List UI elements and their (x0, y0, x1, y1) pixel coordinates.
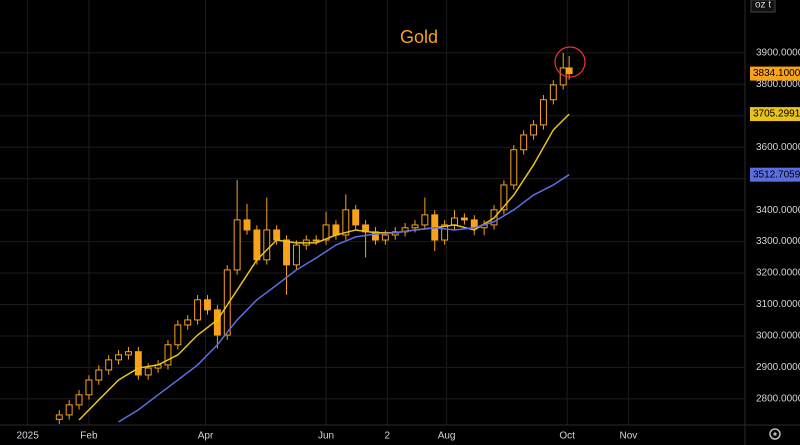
unit-label: oz t (755, 0, 771, 11)
x-tick-label: Nov (620, 431, 638, 442)
candle-body (134, 351, 142, 376)
candle-body (332, 224, 340, 236)
candle-body (411, 224, 419, 229)
x-tick-label: Apr (198, 431, 214, 442)
candle-body (75, 394, 83, 406)
moving-average (78, 113, 570, 421)
candle-body (342, 209, 350, 236)
price-tag (750, 167, 800, 182)
y-tick-label: 2800.0000 (756, 394, 800, 405)
y-tick-label: 3300.0000 (756, 236, 800, 247)
price-tag-label: 3834.1000 (753, 68, 800, 79)
candle-body (105, 359, 113, 371)
candle-body (510, 149, 518, 186)
candle-body (421, 214, 429, 226)
candle-body (539, 99, 547, 126)
y-tick-label: 3100.0000 (756, 299, 800, 310)
moving-average (118, 174, 570, 423)
unit-box (750, 0, 776, 13)
candle-body (124, 351, 132, 356)
candle-body (174, 324, 182, 346)
candle-body (565, 67, 573, 75)
settings-icon[interactable] (769, 428, 781, 440)
y-tick-label: 3800.0000 (756, 79, 800, 90)
candle-body (95, 369, 103, 381)
candle-body (530, 124, 538, 136)
y-tick-label: 3200.0000 (756, 268, 800, 279)
gear-center[interactable] (773, 432, 777, 436)
candle-body (372, 231, 379, 241)
x-tick-label: Feb (80, 431, 98, 442)
candle-body (292, 244, 300, 266)
candle-body (441, 224, 449, 241)
candle-body (451, 217, 458, 226)
candle-body (243, 219, 251, 231)
chart-title: Gold (400, 27, 438, 47)
candle-body (55, 414, 63, 420)
candle-body (352, 209, 360, 226)
grid (0, 0, 745, 425)
candle-body (233, 219, 241, 271)
candle-body (381, 234, 389, 241)
price-tag (750, 107, 800, 122)
candle-body (144, 367, 152, 376)
candle-body (194, 299, 202, 321)
price-tag (750, 66, 800, 81)
price-tag-label: 3512.7059 (753, 169, 800, 180)
candle-body (273, 229, 281, 241)
candle-body (115, 354, 123, 361)
y-tick-label: 3900.0000 (756, 47, 800, 58)
y-tick-label: 3400.0000 (756, 205, 800, 216)
highlight-circle (554, 46, 586, 78)
candle-body (520, 134, 528, 151)
x-tick-label: 2 (385, 431, 391, 442)
y-tick-label: 2900.0000 (756, 362, 800, 373)
x-tick-label: Aug (438, 431, 456, 442)
price-tag-label: 3705.2991 (753, 109, 800, 120)
candle-body (253, 229, 261, 261)
plot (55, 52, 573, 425)
candle-body (312, 239, 320, 242)
candle-body (263, 229, 271, 261)
candle-body (322, 224, 330, 241)
candle-body (164, 344, 172, 366)
x-tick-label: Oct (559, 431, 575, 442)
y-tick-label: 3000.0000 (756, 331, 800, 342)
x-tick-label: 2025 (17, 431, 40, 442)
x-tick-label: Jun (318, 431, 334, 442)
gear[interactable] (769, 428, 781, 440)
candle-body (283, 239, 291, 266)
candle-body (460, 217, 468, 221)
candle-body (549, 84, 557, 101)
candle-body (223, 269, 231, 336)
candle-body (65, 404, 73, 416)
candle-body (184, 319, 192, 326)
y-tick-label: 3600.0000 (756, 142, 800, 153)
candle-body (85, 379, 93, 396)
candle-body (500, 184, 508, 211)
candle-body (204, 299, 211, 311)
